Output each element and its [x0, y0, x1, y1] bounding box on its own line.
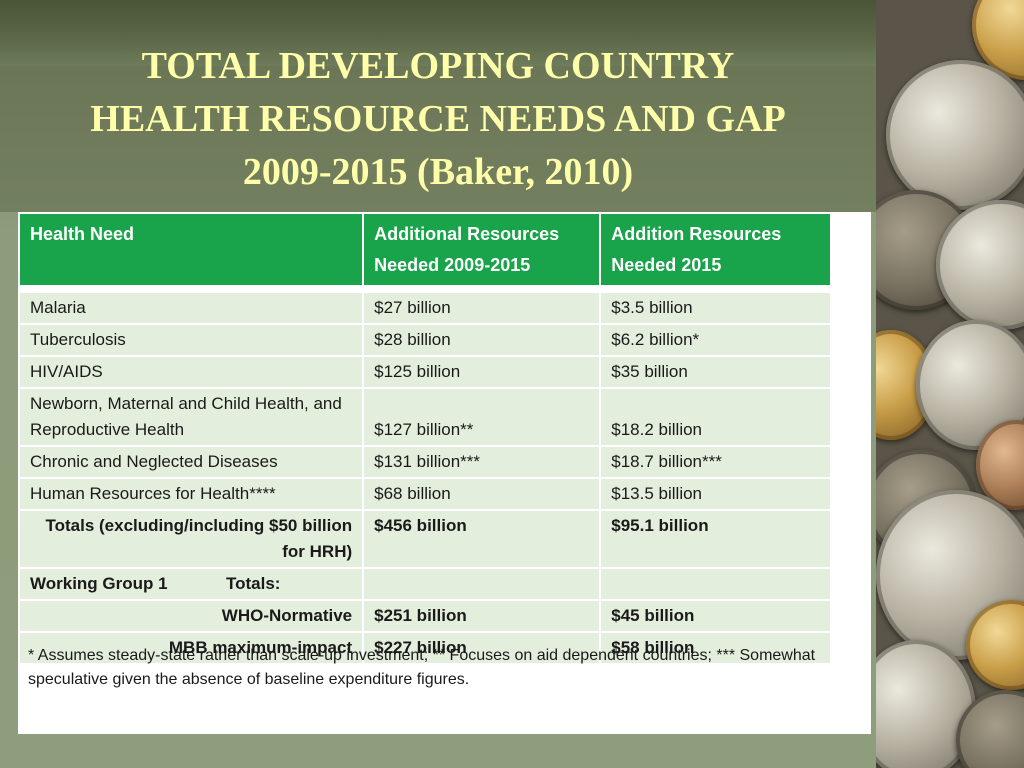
- need-cell: HIV/AIDS: [17, 355, 365, 389]
- totals-row: Totals (excluding/including $50 billion …: [17, 509, 832, 569]
- totals-year2015-cell: $95.1 billion: [599, 509, 832, 569]
- title-line-3: 2009-2015 (Baker, 2010): [242, 151, 634, 193]
- table-row: Tuberculosis $28 billion $6.2 billion*: [17, 323, 832, 357]
- health-needs-table: Health Need Additional Resources Needed …: [17, 212, 832, 665]
- table-footnote: * Assumes steady-state rather than scale…: [28, 647, 816, 688]
- working-group-totals-label: Totals:: [226, 574, 281, 593]
- need-cell: Newborn, Maternal and Child Health, and …: [17, 387, 365, 447]
- slide-title: TOTAL DEVELOPING COUNTRY HEALTH RESOURCE…: [0, 40, 876, 199]
- working-group-row: Working Group 1 Totals:: [17, 567, 832, 601]
- need-cell: Tuberculosis: [17, 323, 365, 357]
- year2015-cell: $18.2 billion: [599, 387, 832, 447]
- header-health-need: Health Need: [17, 212, 365, 287]
- title-line-2: HEALTH RESOURCE NEEDS AND GAP: [90, 98, 786, 140]
- year2015-cell: $3.5 billion: [599, 291, 832, 325]
- table-row: Human Resources for Health**** $68 billi…: [17, 477, 832, 511]
- header-addition-2015: Addition Resources Needed 2015: [599, 212, 832, 287]
- totals-total-cell: $456 billion: [362, 509, 602, 569]
- table-row: Newborn, Maternal and Child Health, and …: [17, 387, 832, 447]
- total-cell: $27 billion: [362, 291, 602, 325]
- year2015-cell: $13.5 billion: [599, 477, 832, 511]
- table-row: MBB maximum-impact $227 billion $58 bill…: [17, 631, 832, 665]
- coins-photo: [876, 0, 1024, 768]
- table-header-row: Health Need Additional Resources Needed …: [17, 212, 832, 287]
- table-panel: Health Need Additional Resources Needed …: [17, 212, 871, 734]
- year2015-cell: $6.2 billion*: [599, 323, 832, 357]
- table-row: HIV/AIDS $125 billion $35 billion: [17, 355, 832, 389]
- table-row: Malaria $27 billion $3.5 billion: [17, 291, 832, 325]
- wg-year2015-cell: $45 billion: [599, 599, 832, 633]
- working-group-label: Working Group 1: [30, 574, 168, 593]
- header-additional-2009-2015: Additional Resources Needed 2009-2015: [362, 212, 602, 287]
- total-cell: $68 billion: [362, 477, 602, 511]
- working-group-cell: Working Group 1 Totals:: [17, 567, 365, 601]
- need-cell: Malaria: [17, 291, 365, 325]
- totals-label: Totals (excluding/including $50 billion …: [17, 509, 365, 569]
- need-cell: Human Resources for Health****: [17, 477, 365, 511]
- total-cell: $28 billion: [362, 323, 602, 357]
- empty-cell: [599, 567, 832, 601]
- wg-label-cell: MBB maximum-impact: [17, 631, 365, 665]
- total-cell: $127 billion**: [362, 387, 602, 447]
- slide-top-band: [0, 0, 876, 66]
- need-cell: Chronic and Neglected Diseases: [17, 445, 365, 479]
- year2015-cell: $35 billion: [599, 355, 832, 389]
- wg-total-cell: $227 billion: [362, 631, 602, 665]
- table-row: WHO-Normative $251 billion $45 billion: [17, 599, 832, 633]
- empty-cell: [362, 567, 602, 601]
- year2015-cell: $18.7 billion***: [599, 445, 832, 479]
- wg-year2015-cell: $58 billion: [599, 631, 832, 665]
- table-row: Chronic and Neglected Diseases $131 bill…: [17, 445, 832, 479]
- wg-total-cell: $251 billion: [362, 599, 602, 633]
- title-line-1: TOTAL DEVELOPING COUNTRY: [141, 45, 735, 87]
- slide-title-band: [0, 66, 876, 212]
- total-cell: $131 billion***: [362, 445, 602, 479]
- total-cell: $125 billion: [362, 355, 602, 389]
- wg-label-cell: WHO-Normative: [17, 599, 365, 633]
